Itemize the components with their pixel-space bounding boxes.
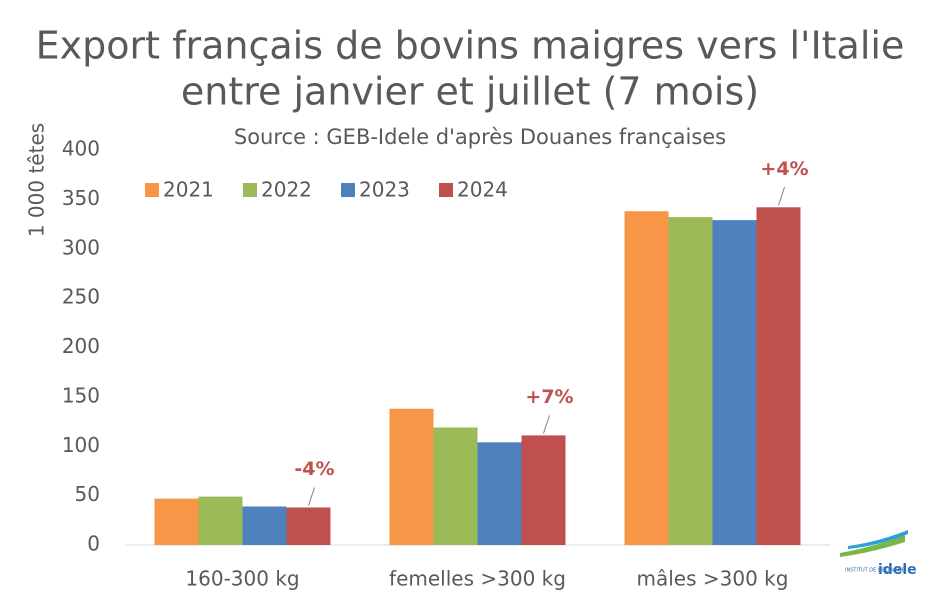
legend-swatch — [243, 183, 257, 197]
y-tick-label: 100 — [62, 433, 100, 457]
bar — [624, 211, 669, 545]
bar — [198, 496, 243, 545]
bar — [756, 207, 801, 545]
bar — [433, 427, 478, 545]
legend-label: 2023 — [359, 178, 410, 202]
logo: INSTITUT DE L'ELEVAGE idele — [840, 530, 917, 578]
legend-label: 2024 — [457, 178, 508, 202]
chart-title: entre janvier et juillet (7 mois) — [181, 70, 759, 114]
x-tick-label: 160-300 kg — [185, 567, 299, 591]
annotation-leader — [778, 187, 785, 206]
y-tick-label: 200 — [62, 334, 100, 358]
bar — [154, 498, 199, 545]
logo-brand: idele — [878, 562, 917, 578]
bar — [242, 506, 287, 545]
y-tick-label: 300 — [62, 235, 100, 259]
chart-title: Export français de bovins maigres vers l… — [36, 24, 905, 68]
chart-subtitle: Source : GEB-Idele d'après Douanes franç… — [234, 125, 726, 149]
bar — [521, 435, 566, 545]
logo-swoosh — [848, 530, 908, 549]
bar — [712, 220, 757, 546]
y-tick-label: 50 — [75, 482, 100, 506]
legend-swatch — [145, 183, 159, 197]
x-tick-label: mâles >300 kg — [637, 567, 789, 591]
bar — [477, 442, 522, 545]
y-tick-label: 150 — [62, 383, 100, 407]
annotation: -4% — [294, 458, 334, 480]
y-tick-label: 250 — [62, 285, 100, 309]
legend-swatch — [439, 183, 453, 197]
y-tick-label: 350 — [62, 186, 100, 210]
logo-swoosh — [840, 535, 905, 557]
bar — [389, 408, 434, 545]
annotation: +4% — [760, 158, 808, 180]
annotation-leader — [543, 415, 550, 434]
annotation: +7% — [525, 386, 573, 408]
legend-label: 2022 — [261, 178, 312, 202]
bar — [668, 217, 713, 545]
y-axis-label: 1 000 têtes — [25, 123, 49, 237]
x-tick-label: femelles >300 kg — [389, 567, 566, 591]
bar — [286, 507, 331, 545]
y-tick-label: 0 — [87, 532, 100, 556]
y-tick-label: 400 — [62, 137, 100, 161]
legend-swatch — [341, 183, 355, 197]
logo-small: INSTITUT DE L'ELEVAGE — [845, 568, 905, 574]
annotation-leader — [308, 487, 315, 506]
legend-label: 2021 — [163, 178, 214, 202]
